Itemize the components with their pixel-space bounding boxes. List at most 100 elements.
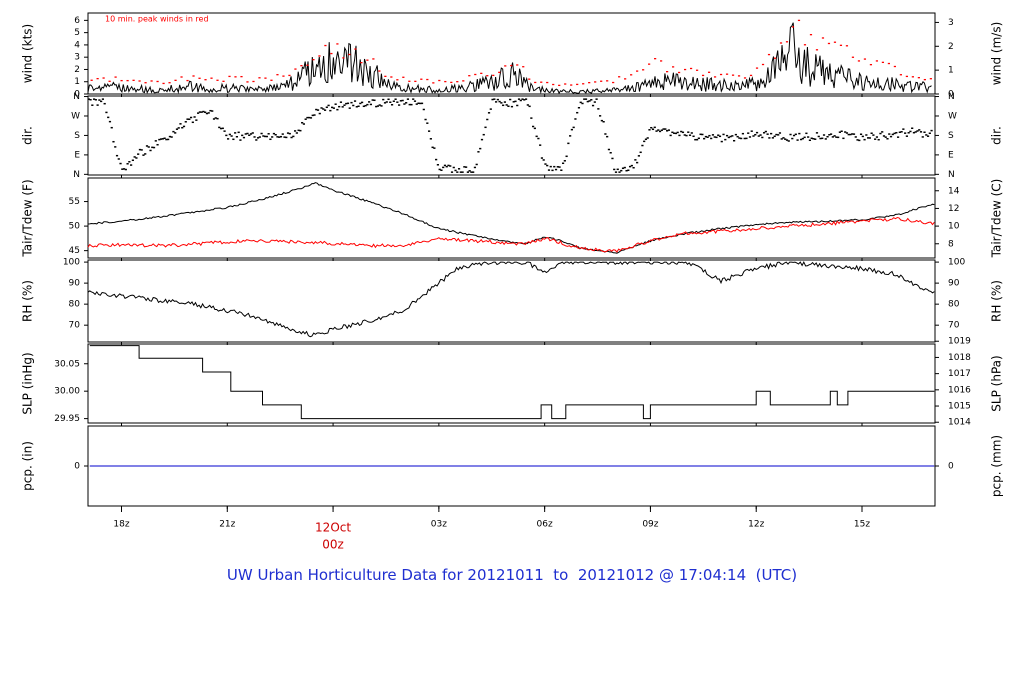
direction-point xyxy=(114,146,117,148)
direction-point xyxy=(318,112,321,115)
direction-point xyxy=(801,137,804,140)
direction-point xyxy=(424,118,427,121)
peak-wind-point xyxy=(624,78,627,80)
direction-point xyxy=(373,99,376,102)
panel-frame xyxy=(87,343,936,424)
direction-point xyxy=(720,140,723,143)
direction-point xyxy=(293,130,297,132)
direction-point xyxy=(107,116,110,119)
direction-point xyxy=(242,136,246,139)
direction-point xyxy=(461,171,464,173)
peak-wind-point xyxy=(791,26,795,28)
direction-point xyxy=(482,133,485,136)
direction-point xyxy=(785,139,789,141)
direction-point xyxy=(239,139,242,141)
direction-point xyxy=(403,103,406,105)
direction-point xyxy=(149,149,152,152)
direction-point xyxy=(620,169,623,172)
direction-point xyxy=(466,171,469,173)
direction-point xyxy=(690,132,693,134)
direction-point xyxy=(845,132,849,134)
direction-point xyxy=(126,163,129,165)
direction-point xyxy=(197,112,200,114)
direction-point xyxy=(279,135,283,138)
y2-tick-label: 2 xyxy=(948,42,954,52)
direction-point xyxy=(829,133,833,135)
direction-point xyxy=(346,102,350,105)
direction-point xyxy=(100,100,103,103)
direction-point xyxy=(221,127,224,130)
peak-wind-point xyxy=(474,73,477,76)
direction-point xyxy=(731,135,734,137)
peak-wind-point xyxy=(516,64,519,66)
series-line-slp xyxy=(89,345,935,420)
y2-tick-label: 90 xyxy=(948,279,960,289)
direction-point xyxy=(641,144,644,147)
peak-wind-point xyxy=(833,41,837,43)
direction-point xyxy=(121,168,124,170)
direction-point xyxy=(92,98,96,100)
direction-point xyxy=(262,135,265,137)
direction-point xyxy=(576,111,579,114)
panel-frame xyxy=(87,259,936,343)
direction-point xyxy=(348,107,351,109)
direction-point xyxy=(909,130,912,133)
x-tick-label: 06z xyxy=(537,520,553,530)
direction-point xyxy=(664,128,667,130)
y2-tick-label: 0 xyxy=(948,462,954,472)
peak-wind-point xyxy=(630,74,633,76)
y2-tick-label: 10 xyxy=(948,222,960,232)
peak-wind-point xyxy=(426,78,429,81)
direction-point xyxy=(736,135,739,138)
direction-point xyxy=(251,132,254,134)
direction-point xyxy=(315,108,318,111)
direction-point xyxy=(572,126,575,129)
y2-axis-label: wind (m/s) xyxy=(990,22,1004,86)
direction-point xyxy=(301,121,304,124)
direction-point xyxy=(480,138,484,141)
direction-point xyxy=(309,117,313,119)
y-tick-label: 4 xyxy=(74,40,80,50)
direction-point xyxy=(563,160,566,162)
direction-point xyxy=(747,132,750,134)
direction-point xyxy=(278,136,281,138)
peak-wind-point xyxy=(606,80,609,82)
direction-point xyxy=(703,137,706,140)
y-axis-label: pcp. (in) xyxy=(21,441,35,491)
direction-point xyxy=(593,101,596,103)
direction-point xyxy=(295,132,298,134)
direction-point xyxy=(595,98,598,100)
panel-frame xyxy=(87,95,936,176)
peak-wind-point xyxy=(773,57,777,59)
direction-point xyxy=(468,170,471,172)
direction-point xyxy=(320,107,323,109)
direction-point xyxy=(355,106,358,108)
direction-point xyxy=(651,128,655,131)
y-tick-label: 6 xyxy=(74,16,80,26)
direction-point xyxy=(778,132,782,134)
direction-point xyxy=(599,115,602,117)
y-tick-label: 30.00 xyxy=(54,387,80,397)
direction-point xyxy=(724,138,727,141)
direction-point xyxy=(152,146,156,149)
y2-tick-label: 1018 xyxy=(948,353,971,363)
direction-point xyxy=(803,136,806,139)
direction-point xyxy=(687,131,690,133)
y2-tick-label: E xyxy=(948,150,954,160)
peak-wind-point xyxy=(713,76,717,78)
direction-point xyxy=(392,100,395,102)
direction-point xyxy=(415,103,418,105)
direction-point xyxy=(856,139,859,141)
peak-wind-point xyxy=(186,79,189,82)
direction-point xyxy=(930,129,933,132)
peak-wind-point xyxy=(857,60,861,62)
direction-point xyxy=(91,104,94,106)
direction-point xyxy=(657,129,660,131)
direction-point xyxy=(385,101,388,103)
direction-point xyxy=(512,101,515,103)
y2-tick-label: 0 xyxy=(948,90,954,100)
y-tick-label: S xyxy=(74,131,80,141)
direction-point xyxy=(230,135,233,137)
direction-point xyxy=(914,131,917,133)
direction-point xyxy=(840,130,843,132)
